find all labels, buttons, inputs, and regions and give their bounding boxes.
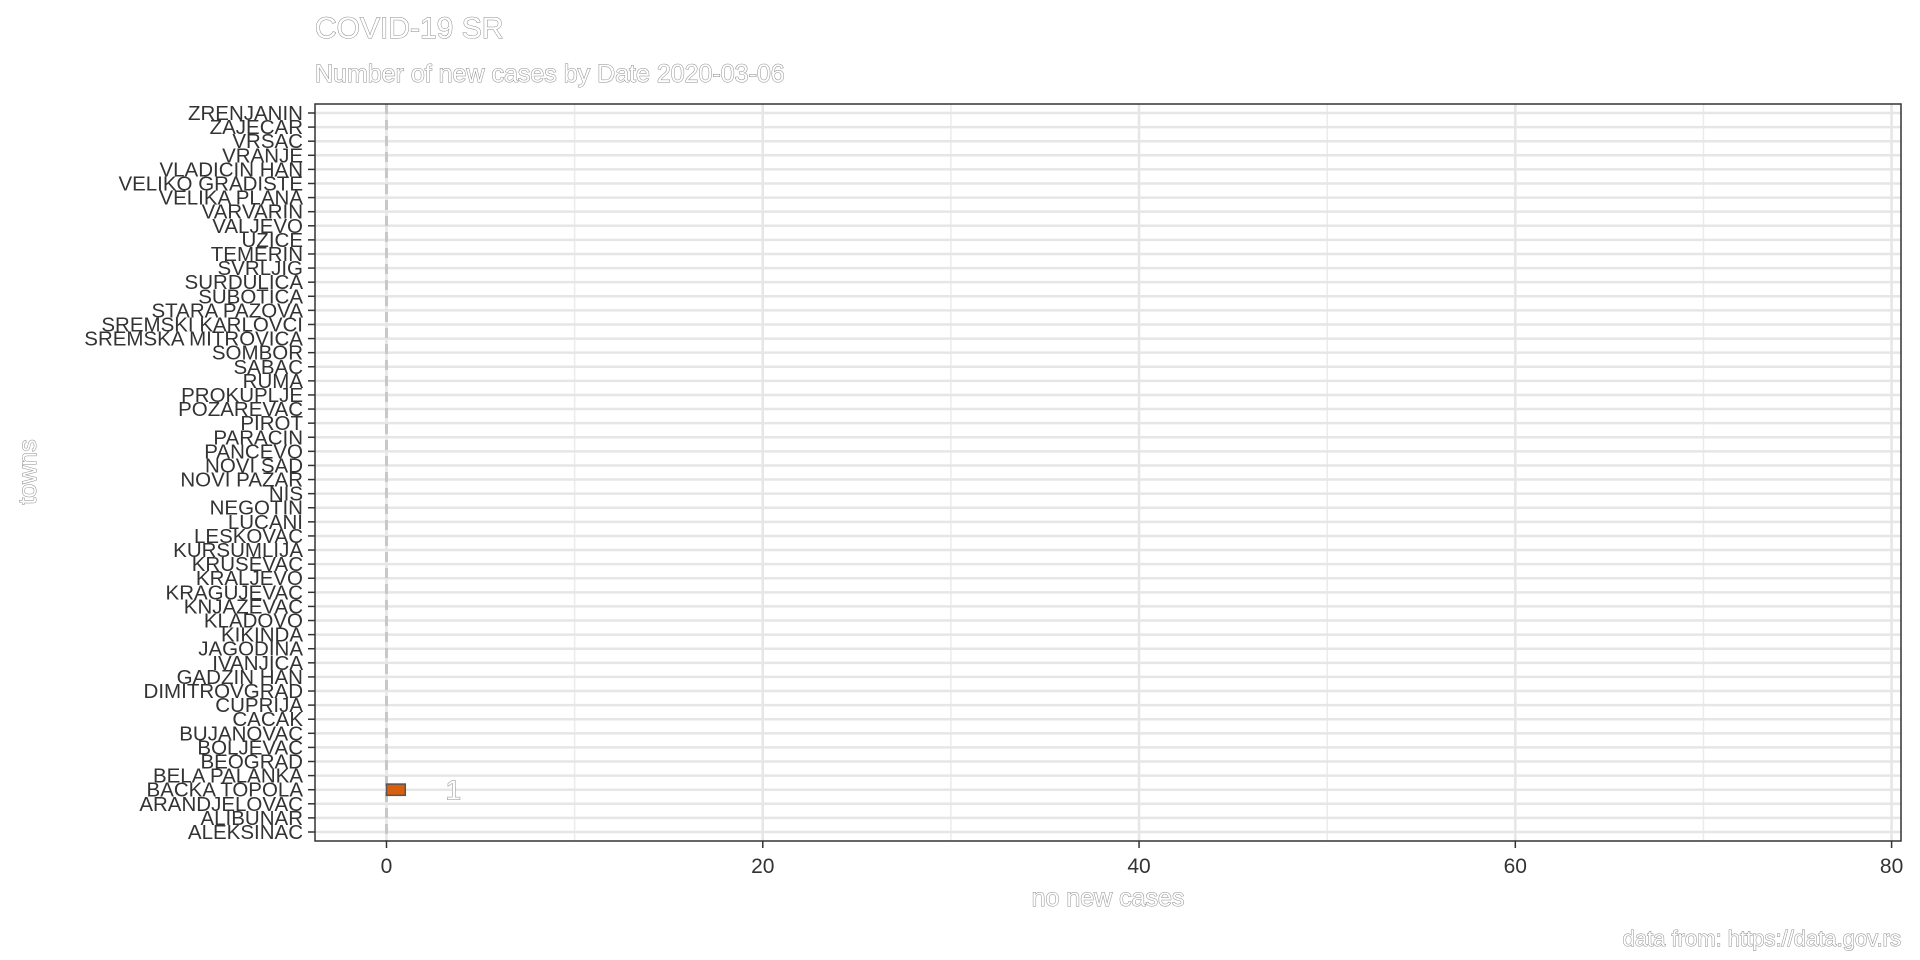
y-tick-label: SREMSKI KARLOVCI xyxy=(101,313,303,336)
x-axis-label: no new cases xyxy=(1032,884,1185,912)
y-tick-label: VALJEVO xyxy=(212,215,303,238)
bar-labels: 1 xyxy=(445,774,462,806)
y-tick-label: BEOGRAD xyxy=(200,751,303,774)
y-tick-label: GADZIN HAN xyxy=(177,666,303,689)
x-tick-label: 80 xyxy=(1880,855,1903,878)
chart-caption: data from: https://data.gov.rs xyxy=(1623,926,1901,951)
y-tick-label: TEMERIN xyxy=(211,243,303,266)
x-tick-label: 0 xyxy=(381,855,393,878)
y-tick-label: CACAK xyxy=(232,708,303,731)
y-tick-label: SABAC xyxy=(234,356,304,379)
y-tick-label: KNJAZEVAC xyxy=(184,595,303,618)
y-tick-label: LESKOVAC xyxy=(194,525,303,548)
y-tick-label: BELA PALANKA xyxy=(153,765,303,788)
y-tick-label: ALIBUNAR xyxy=(200,807,303,830)
y-tick-label: VRSAC xyxy=(232,130,303,153)
y-tick-label: PROKUPLJE xyxy=(181,384,303,407)
y-tick-label: VELIKA PLANA xyxy=(159,187,303,210)
chart-title: COVID-19 SR xyxy=(315,12,503,45)
chart-subtitle: Number of new cases by Date 2020-03-06 xyxy=(315,60,785,88)
y-tick-label: SREMSKA MITROVICA xyxy=(84,328,303,351)
x-tick-label: 60 xyxy=(1504,855,1527,878)
x-tick-label: 40 xyxy=(1127,855,1150,878)
y-tick-label: VARVARIN xyxy=(202,201,303,224)
y-tick-label: KRAGUJEVAC xyxy=(166,581,304,604)
y-tick-label: PANCEVO xyxy=(204,440,303,463)
y-tick-label: KRALJEVO xyxy=(196,567,303,590)
y-tick-label: IVANJICA xyxy=(212,652,303,675)
bars xyxy=(385,783,407,797)
y-tick-label: LUCANI xyxy=(228,511,303,534)
y-tick-label: SUBOTICA xyxy=(198,285,303,308)
y-tick-label: KRUSEVAC xyxy=(192,553,303,576)
y-tick-label: BOLJEVAC xyxy=(197,736,303,759)
y-tick-label: ZRENJANIN xyxy=(188,102,303,125)
y-tick-label: RUMA xyxy=(243,370,304,393)
y-tick-label: VELIKO GRADISTE xyxy=(118,172,303,195)
y-tick-label: NEGOTIN xyxy=(210,497,303,520)
y-axis-label: towns xyxy=(14,439,42,504)
y-tick-label: KIKINDA xyxy=(221,624,303,647)
y-tick-label: POZAREVAC xyxy=(178,398,303,421)
y-tick-label: BUJANOVAC xyxy=(179,722,303,745)
y-tick-label: ARANDJELOVAC xyxy=(139,793,303,816)
y-tick-label: PARACIN xyxy=(213,426,303,449)
y-tick-label: NIS xyxy=(269,483,303,506)
y-tick-label: SOMBOR xyxy=(212,342,303,365)
y-tick-label: ZAJECAR xyxy=(210,116,303,139)
y-tick-label: VLADICIN HAN xyxy=(159,158,303,181)
y-tick-label: SURDULICA xyxy=(185,271,304,294)
y-tick-label: STARA PAZOVA xyxy=(151,299,303,322)
y-tick-label: SVRLJIG xyxy=(218,257,303,280)
y-tick-label: UZICE xyxy=(242,229,304,252)
y-tick-label: ALEKSINAC xyxy=(188,821,303,844)
y-tick-label: BACKA TOPOLA xyxy=(147,779,304,802)
y-tick-label: JAGODINA xyxy=(198,638,303,661)
x-tick-label: 20 xyxy=(751,855,774,878)
y-tick-label: KURSUMLIJA xyxy=(173,539,303,562)
y-tick-label: NOVI PAZAR xyxy=(180,469,303,492)
y-tick-label: NOVI SAD xyxy=(205,454,303,477)
y-tick-label: KLADOVO xyxy=(204,610,303,633)
bar-value-label: 1 xyxy=(446,775,462,806)
bar xyxy=(385,783,407,797)
plot-border xyxy=(314,103,1902,842)
x-axis: 0 20 40 60 80 xyxy=(381,841,1903,878)
plot-background xyxy=(315,104,1901,841)
grid-rows xyxy=(315,111,1901,834)
y-tick-label: VRANJE xyxy=(222,144,303,167)
y-tick-label: CUPRIJA xyxy=(215,694,303,717)
y-tick-label: PIROT xyxy=(240,412,303,435)
y-tick-label: DIMITROVGRAD xyxy=(144,680,303,703)
